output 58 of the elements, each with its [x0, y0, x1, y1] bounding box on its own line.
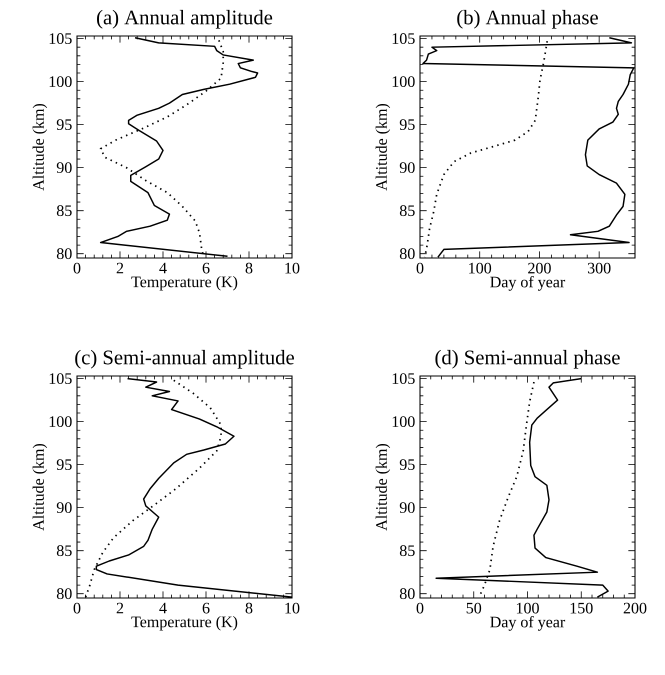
x-axis-title: Temperature (K) [131, 616, 238, 631]
x-tick-label: 6 [202, 602, 210, 614]
y-tick-label: 85 [400, 545, 415, 556]
x-axis-title: Temperature (K) [131, 276, 238, 291]
y-tick-label: 100 [50, 76, 72, 87]
x-tick-label: 10 [285, 262, 300, 274]
y-tick-label: 95 [56, 459, 72, 470]
y-tick-label: 85 [56, 545, 72, 556]
chart-title: (b) Annual phase [457, 10, 598, 29]
y-tick-label: 95 [400, 459, 415, 470]
y-tick-label: 80 [400, 248, 415, 260]
x-tick-label: 2 [116, 262, 124, 274]
y-axis-title: Altitude (km) [32, 444, 48, 531]
x-tick-label: 8 [246, 262, 252, 274]
y-tick-label: 95 [56, 119, 72, 130]
y-tick-label: 80 [400, 588, 415, 600]
x-tick-label: 200 [624, 602, 646, 614]
x-tick-label: 0 [74, 262, 80, 274]
x-tick-label: 10 [285, 602, 300, 614]
y-tick-label: 105 [392, 373, 415, 384]
y-tick-label: 80 [56, 588, 72, 600]
x-tick-label: 0 [74, 602, 80, 614]
x-tick-label: 200 [528, 262, 551, 274]
line-series [422, 36, 635, 258]
y-axis-title: Altitude (km) [32, 104, 48, 191]
y-tick-label: 80 [56, 248, 72, 260]
y-tick-label: 100 [50, 416, 72, 427]
chart-title: (d) Semi-annual phase [435, 350, 620, 369]
y-tick-label: 100 [392, 76, 415, 87]
x-tick-label: 8 [246, 602, 252, 614]
x-tick-label: 100 [469, 262, 492, 274]
x-tick-label: 4 [159, 262, 167, 274]
x-tick-label: 0 [416, 602, 424, 614]
y-tick-label: 85 [56, 205, 72, 216]
x-tick-label: 4 [159, 602, 167, 614]
x-axis-title: Day of year [490, 616, 566, 631]
y-axis-title: Altitude (km) [376, 104, 390, 191]
x-tick-label: 0 [416, 262, 424, 274]
y-axis-title: Altitude (km) [376, 444, 390, 531]
x-tick-label: 50 [466, 602, 482, 614]
x-axis-title: Day of year [490, 276, 566, 291]
y-tick-label: 105 [50, 373, 72, 384]
x-tick-label: 300 [588, 262, 611, 274]
x-tick-label: 100 [516, 602, 539, 614]
y-tick-label: 90 [56, 502, 72, 514]
y-tick-label: 90 [400, 502, 415, 514]
y-tick-label: 90 [56, 162, 72, 174]
y-tick-label: 105 [392, 33, 415, 44]
chart-title: (c) Semi-annual amplitude [75, 350, 294, 369]
y-tick-label: 100 [392, 416, 415, 427]
x-tick-label: 150 [570, 602, 593, 614]
x-tick-label: 6 [202, 262, 210, 274]
y-tick-label: 95 [400, 119, 415, 130]
y-tick-label: 105 [50, 33, 72, 44]
y-tick-label: 85 [400, 205, 415, 216]
y-tick-label: 90 [400, 162, 415, 174]
x-tick-label: 2 [116, 602, 124, 614]
chart-title: (a) Annual amplitude [97, 10, 272, 29]
